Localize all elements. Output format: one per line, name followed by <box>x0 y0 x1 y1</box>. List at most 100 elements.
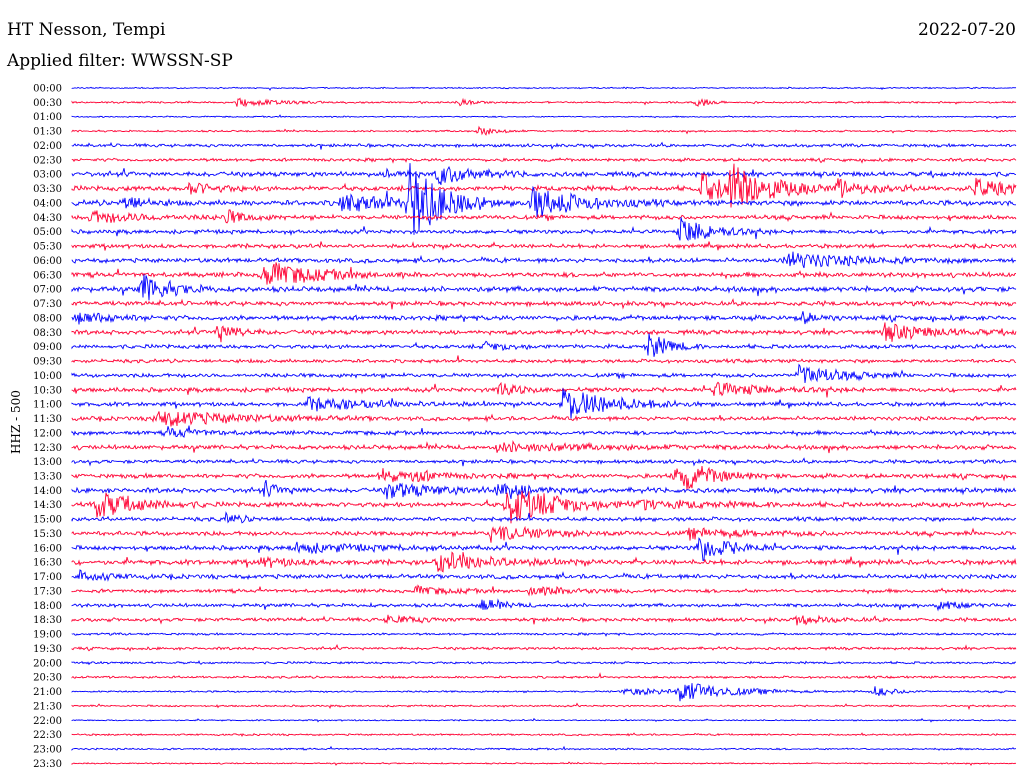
filter-label: Applied filter: WWSSN-SP <box>7 51 233 71</box>
row-time-label: 03:30 <box>33 184 62 195</box>
seismic-trace-row <box>71 411 1017 427</box>
row-time-label: 16:30 <box>33 558 62 569</box>
row-time-label: 22:30 <box>33 730 62 741</box>
row-time-label: 16:00 <box>33 543 62 554</box>
row-time-label: 12:30 <box>33 443 62 454</box>
seismic-trace-row <box>71 490 1017 524</box>
row-time-label: 13:00 <box>33 457 62 468</box>
seismic-trace-row <box>71 717 1017 723</box>
row-time-label: 08:30 <box>33 328 62 339</box>
seismic-trace-row <box>71 457 1017 467</box>
seismic-trace-row <box>71 209 1017 224</box>
seismic-trace-row <box>71 569 1017 582</box>
row-time-label: 02:30 <box>33 155 62 166</box>
seismic-trace-row <box>71 659 1017 666</box>
seismic-trace-row <box>71 425 1017 438</box>
row-time-label: 17:00 <box>33 572 62 583</box>
seismic-trace-row <box>71 262 1017 285</box>
seismic-trace-row <box>71 388 1017 419</box>
row-time-label: 18:30 <box>33 615 62 626</box>
station-title: HT Nesson, Tempi <box>7 20 166 40</box>
row-time-label: 05:00 <box>33 227 62 238</box>
seismic-trace-row <box>71 761 1017 766</box>
seismic-trace-row <box>71 479 1017 500</box>
row-time-label: 01:00 <box>33 112 62 123</box>
seismic-trace-row <box>71 363 1017 384</box>
row-time-label: 17:30 <box>33 586 62 597</box>
seismic-trace-row <box>71 644 1017 652</box>
seismic-trace-row <box>71 598 1017 612</box>
row-time-label: 06:30 <box>33 270 62 281</box>
seismic-trace-row <box>71 163 1016 235</box>
row-time-label: 15:30 <box>33 529 62 540</box>
row-time-label: 08:00 <box>33 313 62 324</box>
seismic-trace-row <box>71 157 1017 164</box>
seismic-trace-row <box>71 141 1017 150</box>
seismic-trace-row <box>71 683 1016 702</box>
row-time-label: 07:00 <box>33 285 62 296</box>
row-time-label: 09:00 <box>33 342 62 353</box>
seismic-trace-row <box>71 537 1017 561</box>
row-time-label: 10:00 <box>33 371 62 382</box>
row-time-label: 20:00 <box>33 658 62 669</box>
seismic-trace-row <box>71 241 1017 251</box>
row-time-label: 07:30 <box>33 299 62 310</box>
seismic-trace-row <box>71 311 1017 325</box>
row-time-label: 00:00 <box>33 84 62 95</box>
row-time-label: 18:00 <box>33 601 62 612</box>
row-time-label: 04:00 <box>33 198 62 209</box>
seismic-trace-row <box>71 745 1016 751</box>
row-time-label: 05:30 <box>33 242 62 253</box>
seismic-trace-row <box>71 732 1017 738</box>
row-time-label: 14:30 <box>33 500 62 511</box>
row-time-label: 19:00 <box>33 630 62 641</box>
row-time-label: 01:30 <box>33 127 62 138</box>
seismic-trace-row <box>71 163 1017 208</box>
seismic-trace-row <box>71 125 1017 136</box>
row-time-label: 00:30 <box>33 98 62 109</box>
row-time-label: 03:00 <box>33 170 62 181</box>
seismic-trace-row <box>71 584 1017 597</box>
row-time-label: 15:00 <box>33 515 62 526</box>
row-time-label: 11:00 <box>33 400 62 411</box>
row-time-label: 09:30 <box>33 357 62 368</box>
seismic-trace-row <box>71 614 1017 626</box>
row-time-label: 12:00 <box>33 428 62 439</box>
date-label: 2022-07-20 <box>917 20 1016 40</box>
row-time-label: 20:30 <box>33 673 62 684</box>
seismic-trace-row <box>71 381 1017 398</box>
seismic-trace-row <box>71 217 1017 242</box>
row-time-label: 23:00 <box>33 745 62 756</box>
row-time-label: 13:30 <box>33 471 62 482</box>
row-time-label: 19:30 <box>33 644 62 655</box>
seismic-trace-row <box>71 672 1017 680</box>
row-time-label: 10:30 <box>33 385 62 396</box>
seismic-trace-row <box>71 322 1017 343</box>
seismic-trace-row <box>71 274 1017 301</box>
row-time-label: 23:30 <box>33 759 62 770</box>
seismic-trace-row <box>71 333 1017 357</box>
seismic-trace-row <box>71 511 1017 524</box>
row-time-label: 21:00 <box>33 687 62 698</box>
seismic-trace-row <box>71 551 1017 573</box>
seismic-trace-row <box>71 702 1017 711</box>
row-time-label: 02:00 <box>33 141 62 152</box>
seismic-trace-row <box>71 439 1017 454</box>
seismic-trace-row <box>71 251 1017 269</box>
row-time-label: 11:30 <box>33 414 62 425</box>
seismic-trace-row <box>71 355 1017 365</box>
row-time-label: 22:00 <box>33 716 62 727</box>
seismic-trace-row <box>71 86 1017 91</box>
seismic-trace-row <box>71 632 1017 637</box>
row-time-label: 21:30 <box>33 701 62 712</box>
seismic-trace-row <box>71 165 1017 186</box>
seismic-trace-row <box>71 465 1017 490</box>
row-time-label: 04:30 <box>33 213 62 224</box>
seismic-trace-row <box>71 114 1017 120</box>
row-time-label: 14:00 <box>33 486 62 497</box>
seismic-trace-row <box>71 525 1017 543</box>
row-time-label: 06:00 <box>33 256 62 267</box>
seismic-trace-row <box>71 97 1017 108</box>
seismic-trace-row <box>71 298 1017 310</box>
